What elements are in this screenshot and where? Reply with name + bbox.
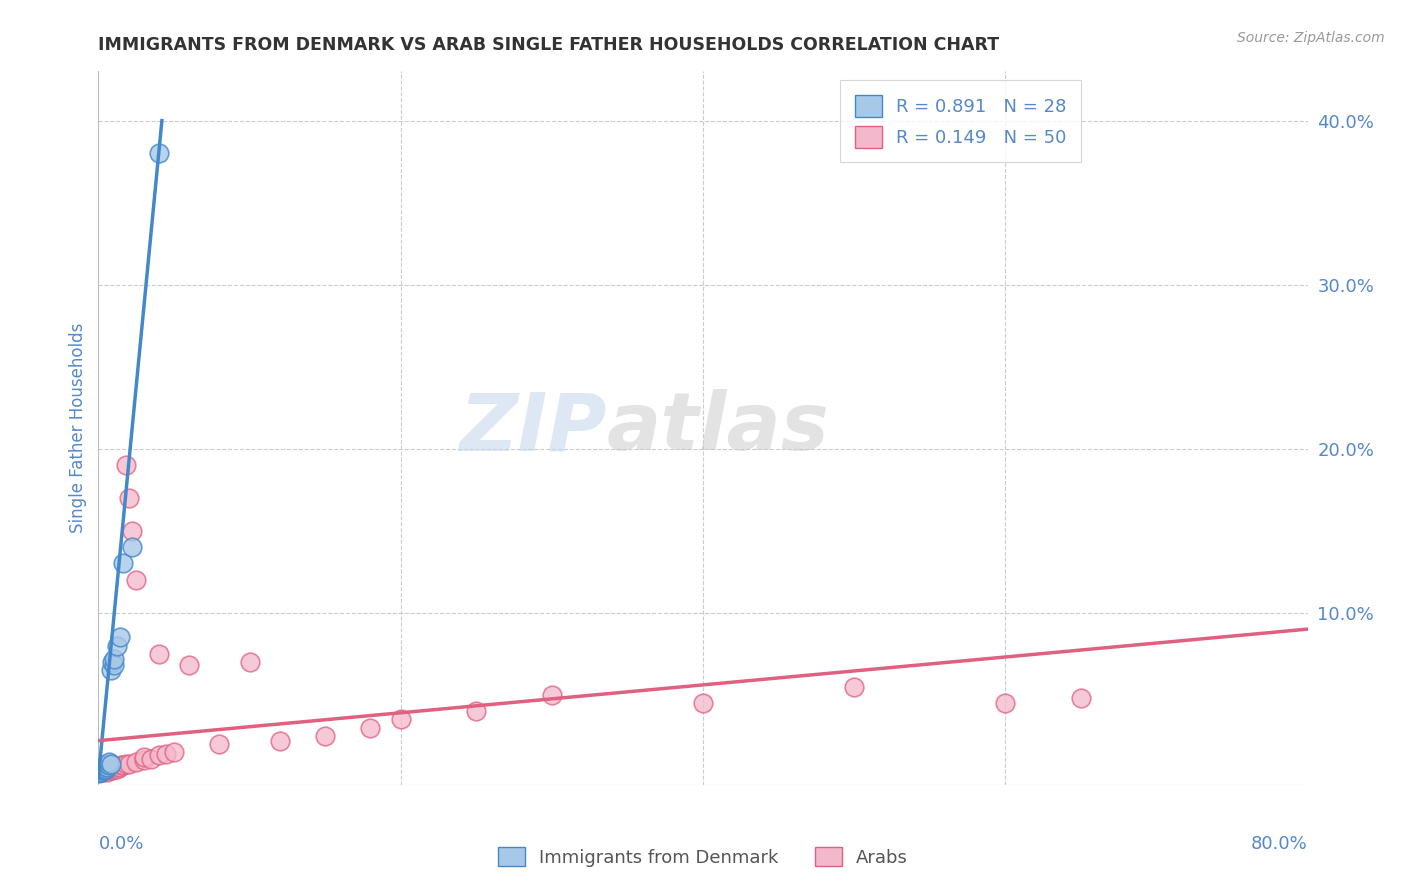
Point [110, 758, 132, 772]
Point [208, 737, 231, 751]
Point [89, 764, 111, 779]
Point [100, 762, 122, 776]
Point [692, 696, 714, 710]
Point [91, 762, 114, 776]
Point [103, 760, 125, 774]
Point [103, 651, 125, 665]
Point [90, 763, 112, 777]
Point [108, 630, 131, 644]
Point [1070, 691, 1092, 706]
Point [91, 763, 114, 777]
Point [118, 491, 141, 505]
Text: ZIP: ZIP [458, 389, 606, 467]
Point [125, 573, 148, 587]
Point [98, 762, 121, 776]
Point [179, 658, 201, 673]
Point [125, 755, 148, 769]
Text: Source: ZipAtlas.com: Source: ZipAtlas.com [1237, 31, 1385, 45]
Point [96, 763, 118, 777]
Point [89, 766, 111, 780]
Point [96, 760, 118, 774]
Point [132, 753, 155, 767]
Point [148, 748, 170, 763]
Point [141, 752, 163, 766]
Point [98, 755, 121, 769]
Point [91, 764, 114, 779]
Text: atlas: atlas [606, 389, 830, 467]
Point [100, 663, 122, 677]
Point [994, 696, 1017, 710]
Point [269, 733, 291, 747]
Point [91, 760, 114, 774]
Point [114, 756, 136, 771]
Point [94, 762, 117, 776]
Point [148, 647, 170, 661]
Point [101, 763, 124, 777]
Point [465, 704, 488, 718]
Point [103, 762, 125, 776]
Text: 80.0%: 80.0% [1251, 835, 1308, 853]
Point [314, 729, 336, 743]
Point [118, 756, 141, 771]
Point [90, 764, 112, 779]
Point [155, 747, 177, 761]
Point [91, 763, 114, 777]
Point [98, 758, 121, 772]
Point [90, 764, 112, 779]
Point [100, 756, 122, 771]
Point [93, 763, 115, 777]
Point [89, 764, 111, 779]
Point [105, 762, 128, 776]
Point [101, 655, 124, 669]
Point [94, 763, 117, 777]
Point [360, 721, 382, 735]
Text: 0.0%: 0.0% [98, 835, 143, 853]
Point [103, 658, 125, 673]
Point [148, 146, 170, 161]
Point [100, 763, 122, 777]
Point [96, 764, 118, 779]
Point [540, 688, 562, 702]
Point [93, 763, 115, 777]
Point [844, 680, 866, 694]
Point [389, 712, 412, 726]
Point [94, 762, 117, 776]
Point [105, 760, 128, 774]
Point [114, 458, 136, 472]
Point [105, 639, 128, 653]
Point [89, 763, 111, 777]
Point [93, 762, 115, 776]
Point [132, 750, 155, 764]
Point [94, 760, 117, 774]
Point [111, 557, 134, 571]
Point [121, 524, 143, 538]
Point [108, 760, 131, 774]
Legend: Immigrants from Denmark, Arabs: Immigrants from Denmark, Arabs [491, 840, 915, 874]
Point [90, 762, 112, 776]
Point [239, 655, 262, 669]
Y-axis label: Single Father Households: Single Father Households [69, 323, 87, 533]
Point [96, 756, 118, 771]
Point [111, 758, 134, 772]
Point [89, 763, 111, 777]
Point [121, 540, 143, 554]
Text: IMMIGRANTS FROM DENMARK VS ARAB SINGLE FATHER HOUSEHOLDS CORRELATION CHART: IMMIGRANTS FROM DENMARK VS ARAB SINGLE F… [98, 36, 1000, 54]
Point [93, 762, 115, 776]
Point [94, 758, 117, 772]
Legend: R = 0.891   N = 28, R = 0.149   N = 50: R = 0.891 N = 28, R = 0.149 N = 50 [841, 80, 1081, 162]
Point [90, 762, 112, 776]
Point [163, 745, 186, 759]
